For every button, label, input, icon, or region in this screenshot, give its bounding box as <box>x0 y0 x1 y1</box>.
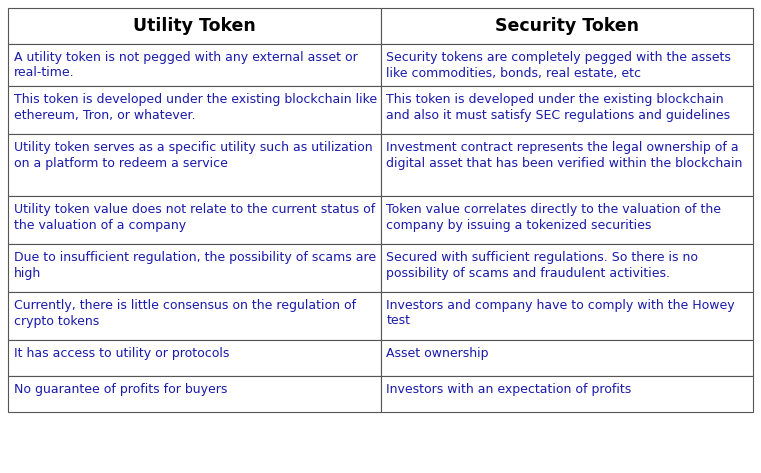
Text: Token value correlates directly to the valuation of the
company by issuing a tok: Token value correlates directly to the v… <box>387 203 721 231</box>
Text: No guarantee of profits for buyers: No guarantee of profits for buyers <box>14 383 228 396</box>
Bar <box>380 244 753 292</box>
Text: Currently, there is little consensus on the regulation of
crypto tokens: Currently, there is little consensus on … <box>14 299 356 327</box>
Bar <box>380 134 753 196</box>
Text: Utility token value does not relate to the current status of
the valuation of a : Utility token value does not relate to t… <box>14 203 375 231</box>
Bar <box>8 44 380 86</box>
Text: Due to insufficient regulation, the possibility of scams are
high: Due to insufficient regulation, the poss… <box>14 251 376 280</box>
Text: Utility token serves as a specific utility such as utilization
on a platform to : Utility token serves as a specific utili… <box>14 141 373 169</box>
Bar <box>8 86 380 134</box>
Text: A utility token is not pegged with any external asset or
real-time.: A utility token is not pegged with any e… <box>14 51 358 79</box>
Text: Investors and company have to comply with the Howey
test: Investors and company have to comply wit… <box>387 299 735 327</box>
Bar <box>8 376 380 412</box>
Text: Utility Token: Utility Token <box>133 17 256 35</box>
Bar <box>8 340 380 376</box>
Bar <box>8 196 380 244</box>
Bar <box>380 340 753 376</box>
Bar <box>380 292 753 340</box>
Bar <box>380 376 753 412</box>
Bar <box>8 244 380 292</box>
Text: Security Token: Security Token <box>495 17 638 35</box>
Bar <box>8 134 380 196</box>
Text: Security tokens are completely pegged with the assets
like commodities, bonds, r: Security tokens are completely pegged wi… <box>387 51 731 79</box>
Bar <box>380 196 753 244</box>
Bar <box>380 86 753 134</box>
Text: This token is developed under the existing blockchain like
ethereum, Tron, or wh: This token is developed under the existi… <box>14 93 377 122</box>
Bar <box>380 8 753 44</box>
Bar <box>380 44 753 86</box>
Text: Asset ownership: Asset ownership <box>387 347 489 360</box>
Text: Investors with an expectation of profits: Investors with an expectation of profits <box>387 383 632 396</box>
Text: Investment contract represents the legal ownership of a
digital asset that has b: Investment contract represents the legal… <box>387 141 743 169</box>
Text: Secured with sufficient regulations. So there is no
possibility of scams and fra: Secured with sufficient regulations. So … <box>387 251 699 280</box>
Text: This token is developed under the existing blockchain
and also it must satisfy S: This token is developed under the existi… <box>387 93 731 122</box>
Bar <box>8 8 380 44</box>
Bar <box>8 292 380 340</box>
Text: It has access to utility or protocols: It has access to utility or protocols <box>14 347 229 360</box>
